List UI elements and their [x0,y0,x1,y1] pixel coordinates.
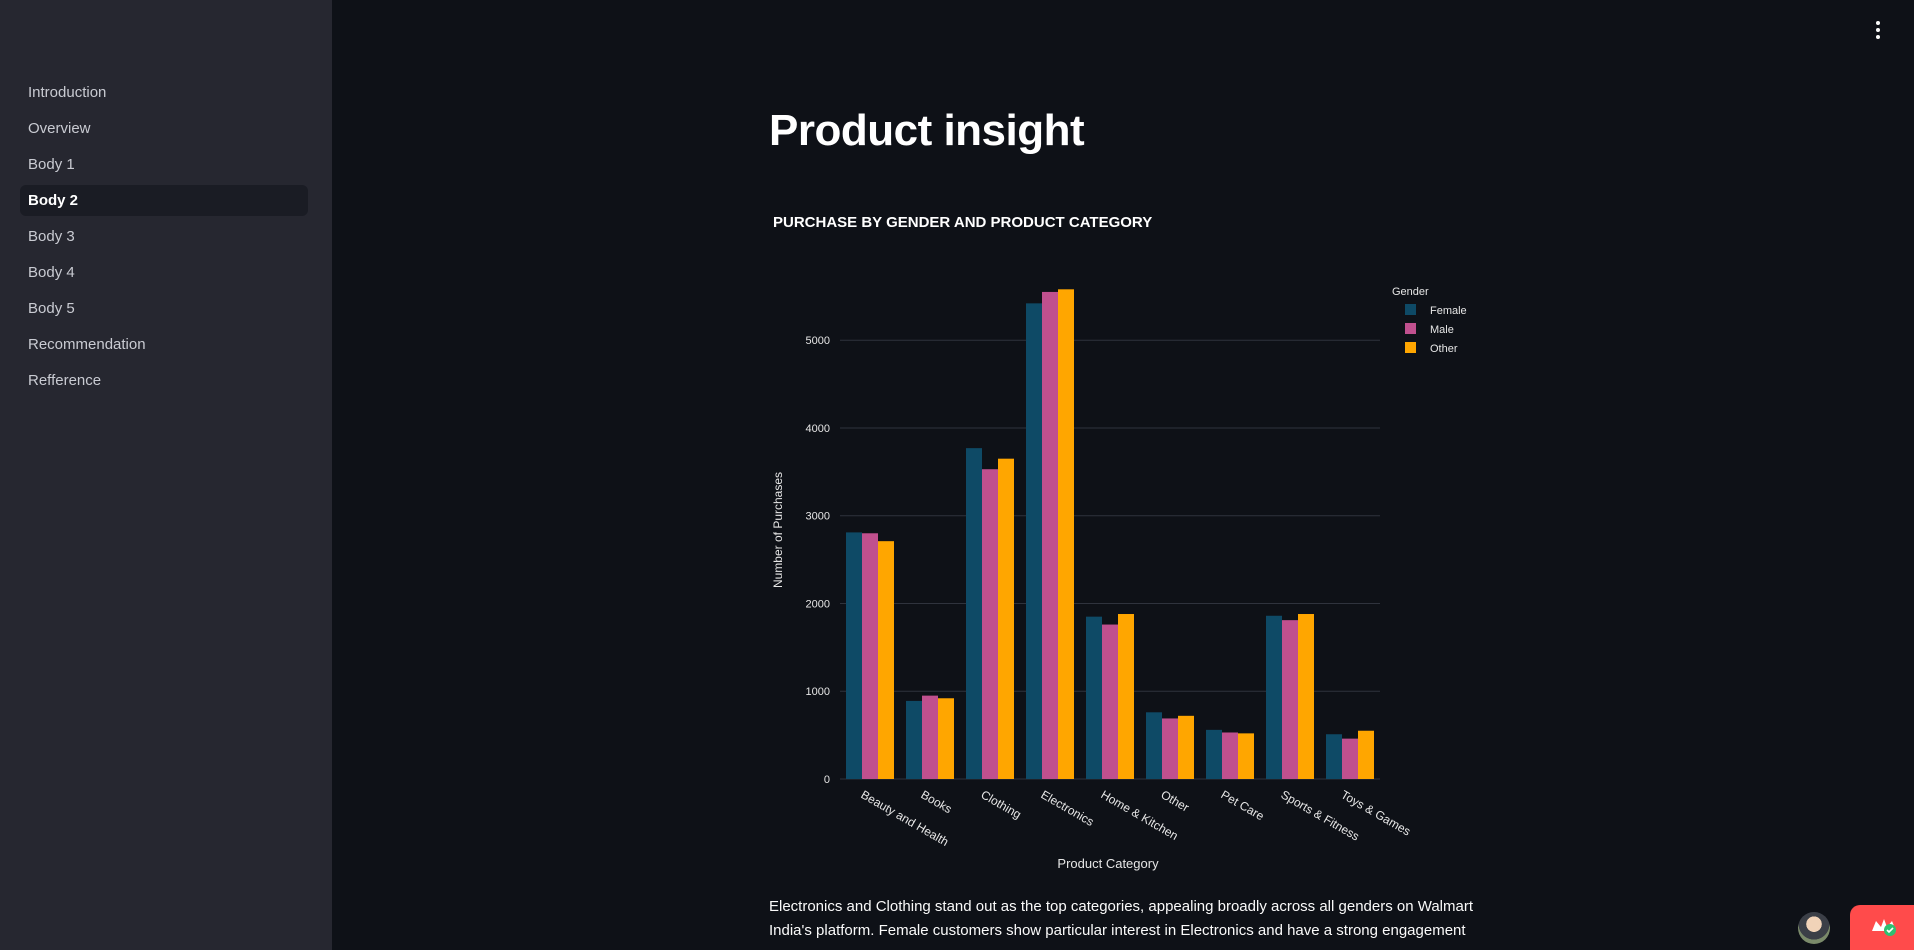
y-tick-label: 3000 [806,511,830,523]
legend-title: Gender [1392,286,1429,298]
bar-other [1178,715,1194,779]
description-text: Electronics and Clothing stand out as th… [769,898,1474,939]
sidebar-item-introduction[interactable]: Introduction [28,84,107,101]
vertical-ellipsis-icon [1876,21,1880,25]
bar-other [1238,733,1254,779]
legend-swatch-other [1405,342,1416,353]
bar-other [998,458,1014,779]
sidebar-item-body-4[interactable]: Body 4 [28,264,75,281]
legend-label-male: Male [1430,324,1454,336]
y-tick-label: 0 [824,774,830,786]
bar-female [1206,729,1222,779]
bar-female [966,448,982,779]
y-tick-label: 1000 [806,686,830,698]
bar-female [846,532,862,779]
x-axis-label: Product Category [1057,856,1159,871]
sidebar-item-overview[interactable]: Overview [28,120,91,137]
sidebar-item-refference[interactable]: Refference [28,372,102,389]
y-tick-label: 4000 [806,423,830,435]
sidebar-item-body-3[interactable]: Body 3 [28,228,75,245]
main-menu-button[interactable] [1866,18,1890,42]
bar-male [922,695,938,779]
bar-male [1342,738,1358,779]
streamlit-badge-button[interactable] [1850,905,1914,950]
bar-female [1326,734,1342,779]
legend-swatch-female [1405,304,1416,315]
bar-male [1222,732,1238,779]
bar-male [1102,624,1118,779]
x-tick-label: Electronics [1039,787,1097,828]
sidebar: Introduction Overview Body 1 Body 2 Body 3 Bo… [0,0,332,950]
legend-label-other: Other [1430,343,1458,355]
bar-other [878,541,894,779]
y-tick-label: 2000 [806,598,830,610]
bar-male [1162,718,1178,779]
bar-other [1058,289,1074,779]
bar-male [982,469,998,779]
bar-female [1266,615,1282,779]
sidebar-item-body-2[interactable]: Body 2 [20,185,308,216]
bar-female [906,700,922,779]
x-tick-label: Other [1159,787,1192,814]
sidebar-item-body-1[interactable]: Body 1 [28,156,75,173]
streamlit-crown-icon [1872,919,1896,936]
sidebar-item-body-5[interactable]: Body 5 [28,300,75,317]
x-tick-label: Books [919,787,955,816]
y-tick-label: 5000 [806,335,830,347]
user-avatar[interactable] [1798,912,1830,944]
bar-other [1358,730,1374,779]
legend-label-female: Female [1430,305,1467,317]
chart-title: PURCHASE BY GENDER AND PRODUCT CATEGORY [773,214,1153,231]
legend-swatch-male [1405,323,1416,334]
x-tick-label: Clothing [979,787,1024,821]
y-axis-label: Number of Purchases [771,472,785,588]
bar-female [1146,712,1162,779]
x-tick-label: Pet Care [1219,787,1267,823]
sidebar-item-recommendation[interactable]: Recommendation [28,336,146,353]
sidebar-nav: Introduction Overview Body 1 Body 2 Body 3 Bo… [20,77,308,401]
bar-female [1086,616,1102,779]
bar-female [1026,303,1042,779]
bar-male [1042,291,1058,779]
bar-other [938,698,954,779]
bar-male [1282,620,1298,779]
bar-male [862,533,878,779]
bar-other [1298,614,1314,779]
page-title: Product insight [769,106,1085,155]
bar-other [1118,614,1134,779]
